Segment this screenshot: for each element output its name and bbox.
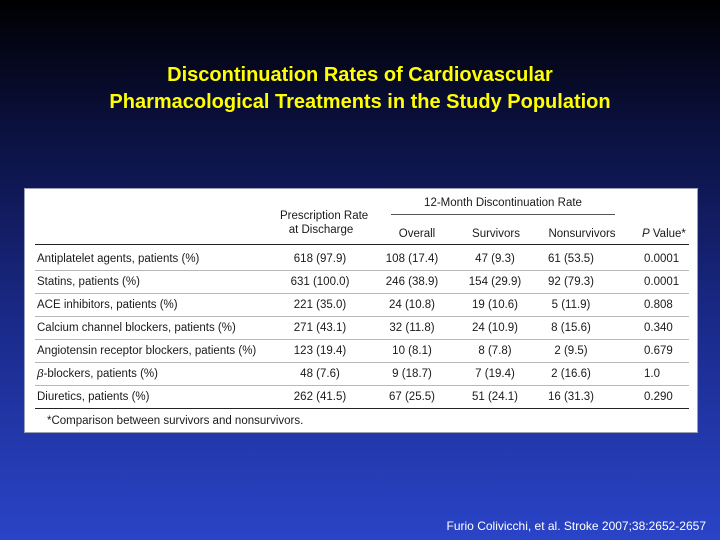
table-footnote: *Comparison between survivors and nonsur… [47, 415, 304, 427]
cell-overall: 108 (17.4) [385, 253, 439, 265]
header-rule [35, 244, 689, 245]
cell-overall: 24 (10.8) [388, 299, 436, 311]
cell-nonsurvivors: 16 (31.3) [547, 391, 595, 403]
col-header-survivors: Survivors [472, 228, 520, 240]
cell-p-value: 0.0001 [644, 253, 680, 265]
cell-survivors: 7 (19.4) [475, 368, 515, 380]
cell-prescription: 618 (97.9) [293, 253, 347, 265]
cell-nonsurvivors: 8 (15.6) [551, 322, 591, 334]
cell-prescription: 48 (7.6) [300, 368, 340, 380]
row-divider [35, 316, 689, 317]
row-label-symbol: β [37, 368, 44, 380]
cell-nonsurvivors: 5 (11.9) [551, 299, 591, 311]
slide-title: Discontinuation Rates of Cardiovascular … [0, 62, 720, 116]
row-divider [35, 270, 689, 271]
cell-prescription: 631 (100.0) [290, 276, 350, 288]
row-label: β-blockers, patients (%) [37, 367, 158, 381]
cell-nonsurvivors: 2 (16.6) [551, 368, 591, 380]
row-label-text: Angiotensin receptor blockers, patients … [37, 345, 257, 357]
row-label: Statins, patients (%) [37, 275, 140, 289]
title-line-1: Discontinuation Rates of Cardiovascular [167, 64, 553, 86]
cell-nonsurvivors: 61 (53.5) [547, 253, 595, 265]
row-label: Antiplatelet agents, patients (%) [37, 252, 199, 266]
cell-nonsurvivors: 2 (9.5) [554, 345, 588, 357]
cell-overall: 67 (25.5) [388, 391, 436, 403]
cell-survivors: 154 (29.9) [468, 276, 522, 288]
row-label-text: Statins, patients (%) [37, 276, 140, 288]
discontinuation-table: Prescription Rate at Discharge 12-Month … [24, 188, 698, 433]
bottom-rule [35, 408, 689, 409]
col-header-prescription: Prescription Rate at Discharge [280, 209, 369, 237]
cell-p-value: 1.0 [644, 368, 660, 380]
cell-survivors: 47 (9.3) [475, 253, 515, 265]
cell-prescription: 123 (19.4) [293, 345, 347, 357]
row-label-text: Calcium channel blockers, patients (%) [37, 322, 236, 334]
col-header-prescription-line2: at Discharge [288, 224, 354, 236]
cell-overall: 10 (8.1) [392, 345, 432, 357]
row-divider [35, 362, 689, 363]
cell-survivors: 8 (7.8) [478, 345, 512, 357]
row-label: Diuretics, patients (%) [37, 390, 149, 404]
row-label-text: Antiplatelet agents, patients (%) [37, 253, 200, 265]
cell-survivors: 24 (10.9) [471, 322, 519, 334]
cell-prescription: 221 (35.0) [293, 299, 347, 311]
cell-prescription: 271 (43.1) [293, 322, 347, 334]
row-divider [35, 385, 689, 386]
row-label: ACE inhibitors, patients (%) [37, 298, 178, 312]
row-label-text: -blockers, patients (%) [43, 368, 158, 380]
cell-overall: 32 (11.8) [389, 322, 435, 334]
cell-p-value: 0.340 [644, 322, 673, 334]
cell-nonsurvivors: 92 (79.3) [547, 276, 595, 288]
cell-prescription: 262 (41.5) [293, 391, 347, 403]
row-label-text: Diuretics, patients (%) [37, 391, 150, 403]
col-header-nonsurvivors: Nonsurvivors [548, 228, 616, 240]
cell-p-value: 0.679 [644, 345, 673, 357]
cell-p-value: 0.290 [644, 391, 673, 403]
col-header-p-value: P Value* [642, 227, 686, 241]
group-header: 12-Month Discontinuation Rate [424, 197, 582, 209]
row-label: Angiotensin receptor blockers, patients … [37, 344, 256, 358]
row-divider [35, 339, 689, 340]
row-label-text: ACE inhibitors, patients (%) [37, 299, 178, 311]
p-rest: Value* [649, 228, 686, 240]
p-italic: P [642, 228, 650, 240]
cell-overall: 9 (18.7) [392, 368, 432, 380]
title-line-2: Pharmacological Treatments in the Study … [109, 91, 611, 113]
citation: Furio Colivicchi, et al. Stroke 2007;38:… [446, 519, 706, 533]
cell-p-value: 0.808 [644, 299, 673, 311]
row-label: Calcium channel blockers, patients (%) [37, 321, 236, 335]
cell-p-value: 0.0001 [644, 276, 680, 288]
cell-survivors: 19 (10.6) [471, 299, 519, 311]
group-header-rule [391, 214, 615, 215]
cell-overall: 246 (38.9) [385, 276, 439, 288]
cell-survivors: 51 (24.1) [471, 391, 519, 403]
row-divider [35, 293, 689, 294]
col-header-prescription-line1: Prescription Rate [280, 210, 369, 222]
col-header-overall: Overall [398, 228, 436, 240]
